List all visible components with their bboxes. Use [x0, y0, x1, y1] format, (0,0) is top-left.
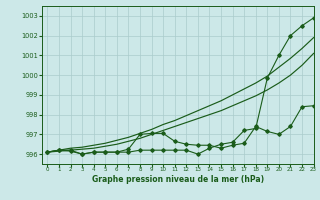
X-axis label: Graphe pression niveau de la mer (hPa): Graphe pression niveau de la mer (hPa) — [92, 175, 264, 184]
